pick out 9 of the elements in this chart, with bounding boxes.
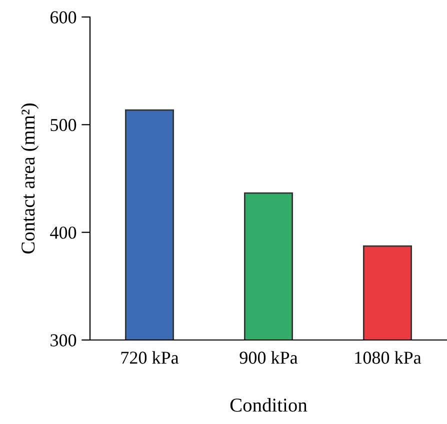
x-tick-label: 720 kPa xyxy=(121,351,179,364)
y-tick-label: 600 xyxy=(50,11,76,24)
x-axis-title: Condition xyxy=(230,398,308,412)
y-tick-label: 500 xyxy=(50,118,76,132)
y-axis-title: Contact area (mm²) xyxy=(20,104,39,254)
y-tick-label: 300 xyxy=(50,334,76,346)
x-tick-label: 1080 kPa xyxy=(355,351,422,364)
y-tick-label: 400 xyxy=(50,226,76,239)
x-tick-label: 900 kPa xyxy=(240,351,298,364)
